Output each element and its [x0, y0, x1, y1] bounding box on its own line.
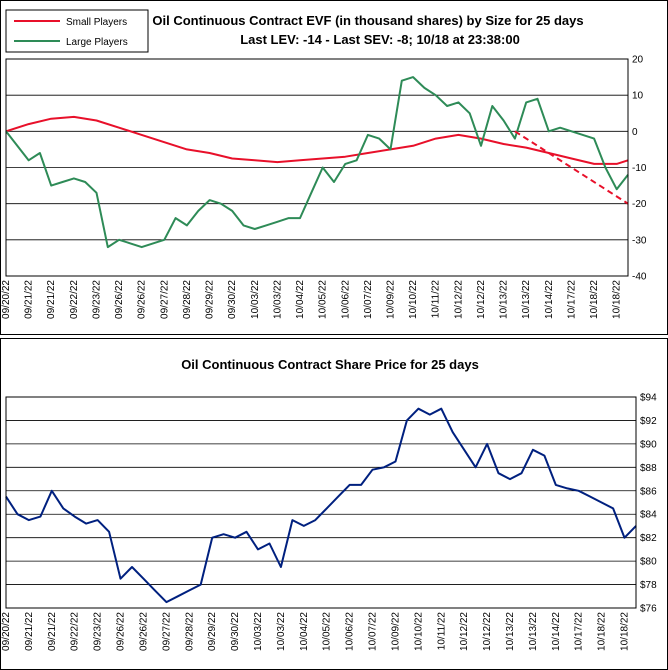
x-tick-label: 10/17/22 [574, 612, 585, 651]
x-tick-label: 09/26/22 [137, 280, 148, 319]
y-tick-label: 10 [632, 91, 644, 102]
x-tick-label: 10/12/22 [482, 612, 493, 651]
x-tick-label: 10/11/22 [431, 280, 442, 319]
x-tick-label: 09/26/22 [138, 612, 149, 651]
x-tick-label: 09/23/22 [91, 280, 102, 319]
x-tick-label: 09/20/22 [1, 612, 12, 651]
bottom-x-axis-labels: 09/20/22 09/21/22 09/21/22 09/22/22 09/23/22… [1, 612, 631, 651]
x-tick-label: 10/05/22 [322, 612, 333, 651]
x-tick-label: 10/07/22 [368, 612, 379, 651]
x-tick-label: 09/30/22 [227, 280, 238, 319]
x-tick-label: 10/03/22 [276, 612, 287, 651]
y-tick-label: 0 [632, 127, 638, 138]
x-tick-label: 09/26/22 [116, 612, 127, 651]
y-tick-label: -20 [632, 199, 647, 210]
y-tick-label: $90 [640, 439, 657, 450]
x-tick-label: 10/13/22 [528, 612, 539, 651]
x-tick-label: 10/17/22 [566, 280, 577, 319]
x-tick-label: 10/18/22 [620, 612, 631, 651]
series-line-price [5, 407, 637, 604]
y-tick-label: -10 [632, 163, 647, 174]
top-chart-subtitle: Last LEV: -14 - Last SEV: -8; 10/18 at 2… [240, 32, 520, 47]
x-tick-label: 10/13/22 [499, 280, 510, 319]
x-tick-label: 10/10/22 [408, 280, 419, 319]
x-tick-label: 09/20/22 [1, 280, 12, 319]
y-tick-label: -40 [632, 272, 647, 283]
top-y-axis-labels: 20 10 0 -10 -20 -30 -40 [632, 55, 647, 283]
x-tick-label: 10/03/22 [272, 280, 283, 319]
x-tick-label: 10/07/22 [363, 280, 374, 319]
x-tick-label: 09/30/22 [230, 612, 241, 651]
x-tick-label: 10/05/22 [318, 280, 329, 319]
top-series-group [5, 76, 629, 249]
x-tick-label: 10/11/22 [436, 612, 447, 651]
bottom-series-group [5, 407, 637, 604]
x-tick-label: 10/06/22 [340, 280, 351, 319]
legend-label-large-players: Large Players [66, 37, 128, 48]
x-tick-label: 10/09/22 [390, 612, 401, 651]
y-tick-label: $78 [640, 580, 657, 591]
y-tick-label: 20 [632, 55, 644, 66]
x-tick-label: 10/09/22 [386, 280, 397, 319]
x-tick-label: 09/27/22 [159, 280, 170, 319]
x-tick-label: 09/27/22 [161, 612, 172, 651]
trend-line [514, 130, 629, 205]
x-tick-label: 10/10/22 [413, 612, 424, 651]
x-tick-label: 10/18/22 [612, 280, 623, 319]
top-x-axis-labels: 09/20/22 09/21/22 09/21/22 09/22/22 09/23/22… [1, 280, 623, 319]
x-tick-label: 10/03/22 [253, 612, 264, 651]
x-tick-label: 09/21/22 [24, 612, 35, 651]
x-tick-label: 10/13/22 [505, 612, 516, 651]
x-tick-label: 10/06/22 [345, 612, 356, 651]
x-tick-label: 10/12/22 [459, 612, 470, 651]
series-line-small-players [5, 115, 629, 165]
x-tick-label: 09/28/22 [182, 280, 193, 319]
x-tick-label: 10/14/22 [544, 280, 555, 319]
y-tick-label: $84 [640, 510, 657, 521]
x-tick-label: 10/14/22 [551, 612, 562, 651]
y-tick-label: $76 [640, 604, 657, 615]
bottom-panel-frame [0, 338, 668, 670]
y-tick-label: $86 [640, 486, 657, 497]
y-tick-label: $92 [640, 416, 657, 427]
x-tick-label: 09/26/22 [114, 280, 125, 319]
x-tick-label: 10/12/22 [453, 280, 464, 319]
legend-box [5, 9, 149, 53]
x-tick-label: 10/03/22 [250, 280, 261, 319]
bottom-plot-area [5, 396, 637, 609]
x-tick-label: 09/21/22 [46, 280, 57, 319]
y-tick-label: $82 [640, 533, 657, 544]
x-tick-label: 10/13/22 [521, 280, 532, 319]
x-tick-label: 09/21/22 [24, 280, 35, 319]
x-tick-label: 09/22/22 [70, 612, 81, 651]
y-tick-label: $88 [640, 463, 657, 474]
x-tick-label: 10/04/22 [299, 612, 310, 651]
x-tick-label: 09/29/22 [207, 612, 218, 651]
y-tick-label: $94 [640, 393, 657, 404]
x-tick-label: 09/28/22 [184, 612, 195, 651]
legend-label-small-players: Small Players [66, 17, 127, 28]
x-tick-label: 09/22/22 [69, 280, 80, 319]
x-tick-label: 09/23/22 [93, 612, 104, 651]
x-tick-label: 09/29/22 [205, 280, 216, 319]
bottom-chart-title: Oil Continuous Contract Share Price for … [181, 357, 479, 372]
top-chart-title: Oil Continuous Contract EVF (in thousand… [152, 13, 583, 28]
x-tick-label: 10/18/22 [589, 280, 600, 319]
y-tick-label: $80 [640, 557, 657, 568]
x-tick-label: 10/12/22 [476, 280, 487, 319]
x-tick-label: 09/21/22 [47, 612, 58, 651]
series-line-large-players [5, 76, 629, 249]
x-tick-label: 10/04/22 [295, 280, 306, 319]
y-tick-label: -30 [632, 235, 647, 246]
bottom-y-axis-labels: $94 $92 $90 $88 $86 $84 $82 $80 $78 $76 [640, 393, 657, 615]
x-tick-label: 10/18/22 [597, 612, 608, 651]
top-plot-area [5, 58, 629, 277]
